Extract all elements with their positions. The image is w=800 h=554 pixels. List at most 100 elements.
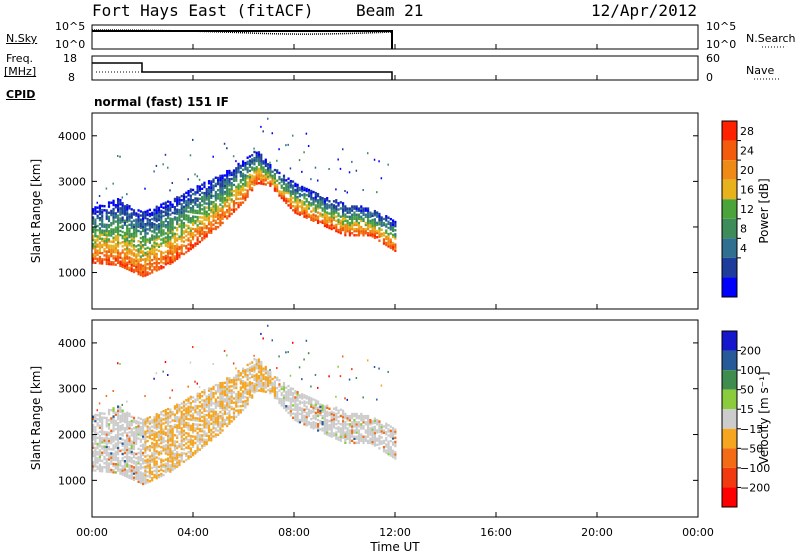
velocity-cell <box>369 431 372 434</box>
power-cell <box>310 204 313 207</box>
velocity-cell <box>364 437 367 440</box>
velocity-cell <box>107 470 111 474</box>
velocity-cell <box>121 469 124 472</box>
power-speckle <box>376 191 378 194</box>
power-cell <box>360 205 363 208</box>
power-cell <box>153 218 156 222</box>
power-cell <box>253 158 256 162</box>
velocity-speckle <box>232 362 235 365</box>
power-cell <box>157 208 161 212</box>
power-cell <box>169 229 172 233</box>
velocity-cell <box>160 474 163 478</box>
velocity-cell <box>110 458 113 461</box>
velocity-cell <box>226 397 229 401</box>
velocity-cell <box>166 432 170 436</box>
power-cell <box>114 251 117 254</box>
power-cell <box>135 257 138 260</box>
power-cell <box>285 187 288 190</box>
velocity-cell <box>330 425 333 428</box>
velocity-cell <box>162 432 165 436</box>
velocity-cell <box>185 411 188 414</box>
velocity-cell <box>385 432 388 436</box>
velocity-cell <box>194 427 197 430</box>
power-cell <box>116 204 120 207</box>
power-cell <box>307 194 311 198</box>
power-cell <box>137 217 140 220</box>
power-cell <box>141 270 145 274</box>
power-cell <box>114 214 117 217</box>
power-cell <box>94 222 97 226</box>
power-cell <box>141 264 145 268</box>
velocity-cell <box>198 409 202 412</box>
power-cell <box>128 242 131 245</box>
power-cell <box>335 209 338 212</box>
velocity-cell <box>289 412 292 415</box>
power-cell <box>326 205 329 208</box>
velocity-cell <box>176 461 179 464</box>
velocity-cell <box>321 429 324 432</box>
power-cell <box>355 207 358 210</box>
velocity-cell <box>244 402 247 405</box>
velocity-cell <box>212 426 215 430</box>
velocity-speckle <box>301 378 303 381</box>
velocity-cell <box>153 436 156 440</box>
velocity-cell <box>103 461 106 465</box>
power-cell <box>201 232 204 236</box>
velocity-cell <box>139 458 142 462</box>
velocity-cell <box>237 409 240 412</box>
velocity-cell <box>228 387 231 390</box>
power-cell <box>301 210 304 213</box>
velocity-cell <box>187 422 190 425</box>
power-cell <box>187 206 190 209</box>
power-cell <box>246 174 249 178</box>
power-cell <box>176 253 179 256</box>
velocity-cell <box>146 448 149 451</box>
velocity-cell <box>210 435 213 438</box>
velocity-cell <box>232 407 236 411</box>
power-cell <box>107 234 111 237</box>
velocity-cell <box>212 431 215 434</box>
power-cell <box>266 171 270 174</box>
power-cell <box>323 210 326 213</box>
velocity-cell <box>212 402 215 405</box>
power-cell <box>216 195 220 198</box>
velocity-cell <box>153 442 156 446</box>
power-cell <box>153 208 156 212</box>
velocity-cell <box>105 445 108 449</box>
velocity-cell <box>301 409 304 413</box>
velocity-cell <box>164 417 167 420</box>
velocity-cell <box>153 434 156 438</box>
power-cell <box>289 184 292 187</box>
power-cell <box>296 204 299 207</box>
power-cell <box>360 217 363 221</box>
power-cell <box>105 238 108 241</box>
velocity-cell <box>319 405 322 408</box>
velocity-cell <box>389 452 392 455</box>
power-cell <box>346 225 349 229</box>
power-cell <box>289 196 292 199</box>
power-cell <box>162 233 165 236</box>
velocity-cell <box>351 412 354 416</box>
velocity-cell <box>226 404 229 407</box>
velocity-cell <box>132 420 136 424</box>
power-cell <box>353 207 356 210</box>
power-cell <box>205 224 208 228</box>
velocity-cell <box>146 460 149 463</box>
power-cell <box>169 225 172 229</box>
power-cell <box>273 179 276 182</box>
power-cell <box>112 203 115 207</box>
power-cell <box>132 223 136 226</box>
velocity-cell <box>155 466 158 470</box>
power-cell <box>198 228 202 231</box>
velocity-cell <box>271 377 274 381</box>
velocity-cell <box>330 431 333 434</box>
velocity-cell <box>253 386 256 390</box>
velocity-cell <box>219 400 222 404</box>
velocity-cell <box>239 382 242 385</box>
power-cell <box>207 214 211 218</box>
velocity-cell <box>187 426 190 429</box>
velocity-cell <box>228 381 231 384</box>
power-cell <box>94 230 97 234</box>
velocity-cell <box>176 446 179 450</box>
velocity-cell <box>155 443 158 447</box>
